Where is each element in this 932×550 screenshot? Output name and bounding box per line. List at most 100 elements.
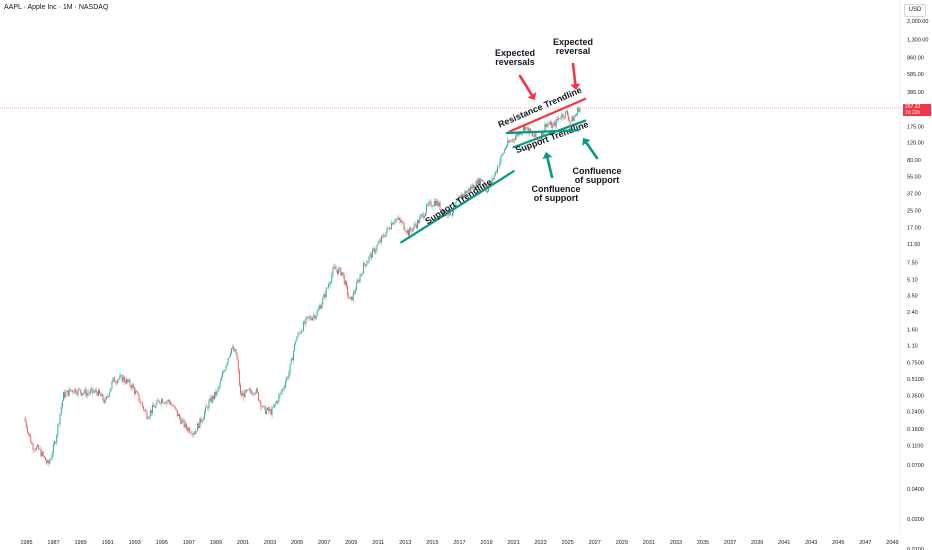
price-axis[interactable]: 2,000.00 1,300.00 860.00 585.00 385.00 175.00… (907, 19, 928, 550)
candle (131, 382, 133, 391)
candle (535, 132, 537, 138)
candle (325, 286, 327, 300)
candle (64, 389, 66, 400)
candle (207, 405, 209, 411)
candle (163, 402, 165, 405)
candle (159, 401, 161, 405)
candle (265, 407, 267, 416)
candle (56, 433, 58, 446)
candle (436, 198, 438, 206)
candle (226, 362, 228, 368)
candle (507, 137, 509, 149)
candle (433, 198, 435, 208)
candle (500, 155, 502, 165)
candle (463, 193, 465, 199)
candle (313, 312, 315, 321)
candle (486, 189, 488, 195)
candle (255, 386, 257, 395)
candle (197, 421, 199, 432)
candle (450, 214, 452, 216)
candle (497, 164, 499, 176)
candle (141, 402, 143, 409)
time-tick-label: 1993 (129, 540, 141, 546)
candle (32, 441, 34, 454)
support-trendline[interactable] (505, 129, 580, 135)
candle (300, 329, 302, 334)
candle (508, 137, 510, 144)
candle (92, 388, 94, 397)
time-tick-label: 2039 (751, 540, 763, 546)
candle (244, 389, 246, 398)
candle (393, 220, 395, 225)
candle (391, 219, 393, 230)
candle (139, 398, 141, 406)
price-tick-label: 585.00 (907, 72, 924, 78)
candle (82, 393, 84, 398)
candle (130, 384, 132, 392)
candle (480, 177, 482, 189)
candle (370, 252, 372, 261)
candle (474, 187, 476, 192)
candle (401, 219, 403, 225)
price-tick-label: 5.10 (907, 277, 918, 283)
candle (105, 395, 107, 401)
candle (509, 139, 511, 143)
candle (224, 369, 226, 373)
candle (54, 439, 55, 447)
candle (574, 113, 576, 118)
candle (502, 152, 504, 156)
candle (275, 402, 276, 408)
candle (111, 380, 113, 390)
candle (154, 404, 156, 408)
time-tick-label: 2005 (291, 540, 303, 546)
candle (240, 382, 241, 396)
candle (350, 295, 352, 302)
candle (60, 404, 62, 416)
candle (297, 331, 299, 338)
candle (102, 393, 104, 403)
candle (344, 279, 346, 287)
candle (539, 138, 541, 142)
candle (270, 406, 272, 416)
candle (392, 222, 394, 225)
price-tick-label: 55.00 (907, 174, 921, 180)
candle (343, 272, 345, 286)
support-trendline[interactable]: Support Trendline (400, 170, 515, 244)
candle (51, 451, 53, 461)
candle (176, 410, 178, 418)
candle (178, 413, 179, 417)
candle (578, 107, 580, 113)
time-tick-label: 2003 (264, 540, 276, 546)
price-tick-label: 860.00 (907, 55, 924, 61)
candle (59, 413, 61, 428)
price-tick-label: 0.7500 (907, 360, 924, 366)
candle (281, 388, 283, 395)
candle (464, 189, 466, 199)
annotation-text: Expected (553, 37, 593, 47)
candle (414, 221, 416, 229)
candle (290, 357, 292, 365)
time-tick-label: 2001 (237, 540, 249, 546)
candle (471, 183, 473, 190)
currency-button[interactable]: USD (904, 4, 926, 17)
candle (353, 289, 355, 296)
candle (214, 392, 216, 400)
candle (295, 339, 297, 346)
candle (346, 279, 347, 289)
candle (190, 430, 192, 435)
candle (426, 202, 427, 215)
candle (419, 214, 421, 224)
candle (565, 109, 567, 114)
candle (570, 120, 572, 125)
candle (418, 218, 420, 226)
price-tick-label: 1,300.00 (907, 38, 928, 44)
candle (280, 389, 282, 395)
candle (183, 418, 185, 429)
time-axis[interactable]: 1985 1987 1989 1991 1993 1995 1997 1999 2001 2003… (20, 540, 898, 546)
candle (72, 389, 73, 395)
